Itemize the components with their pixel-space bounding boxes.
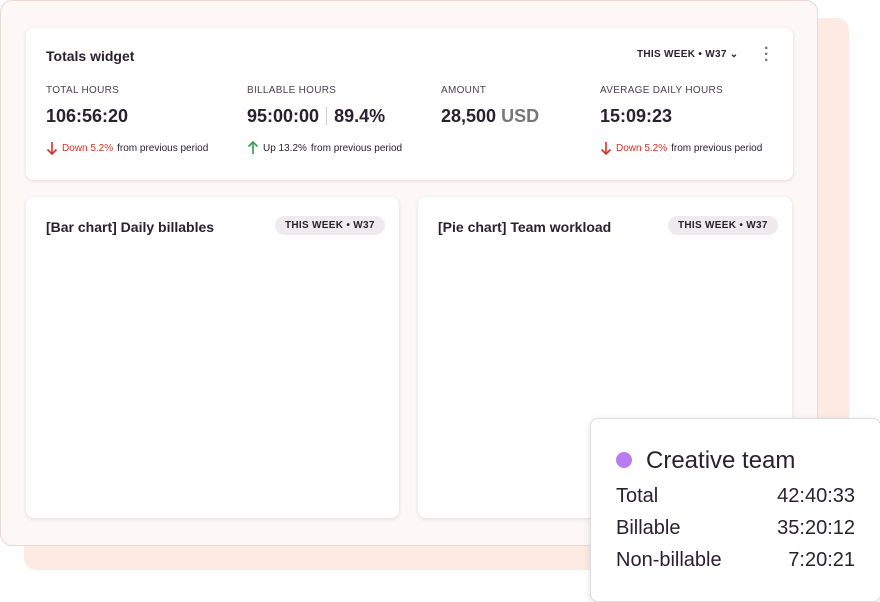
metric: TOTAL HOURS 106:56:20 0 h2 h4 h6 h8 h10 h8…	[46, 85, 236, 155]
metric-unit: USD	[501, 106, 540, 126]
totals-card: Totals widget THIS WEEK • W37 ⌄ · · · TOTA…	[26, 28, 793, 180]
change-text: from previous period	[310, 142, 403, 154]
metric-change: Down 5.2% from previous period	[600, 141, 790, 155]
tooltip-title: Creative team	[646, 447, 796, 474]
metric-value-row: 28,500 USD	[441, 106, 631, 127]
bar-card: [Bar chart] Daily billables THIS WEEK • …	[26, 197, 399, 518]
change-label: Up 13.2%	[263, 142, 307, 154]
period-badge: THIS WEEK • W37	[275, 216, 385, 235]
metric-value-row: 95:00:00 89.4%	[247, 106, 437, 127]
tooltip: Creative team Total 42:40:33 Billable 35:20…	[590, 418, 880, 602]
change-text: from previous period	[671, 142, 763, 154]
period-badge: THIS WEEK • W37	[668, 216, 778, 235]
change-label: Down 5.2%	[616, 142, 668, 154]
row-label: Billable	[616, 517, 681, 539]
period: THIS WEEK • W37	[637, 49, 727, 60]
arrow-icon	[600, 142, 612, 155]
metric-change: Up 13.2% from previous period	[247, 141, 437, 155]
arrow-icon	[247, 141, 259, 154]
row-value: 35:20:12	[777, 517, 855, 539]
period-select[interactable]: THIS WEEK • W37 ⌄	[637, 49, 739, 60]
metric-label: AMOUNT	[441, 85, 487, 96]
metric-value-row: 15:09:23	[600, 106, 790, 127]
metric-change: 0 h2 h4 h6 h8 h10 h8:00Mon10/1010:00Tue1…	[46, 141, 236, 155]
metric-value-row: 106:56:20	[46, 106, 236, 127]
metric: BILLABLE HOURS 95:00:00 89.4% Up 13.2% from …	[247, 85, 437, 155]
change-text: from previous period	[117, 142, 209, 154]
metric: AVERAGE DAILY HOURS 15:09:23 Down 5.2% from…	[600, 85, 790, 155]
metric-value: 95:00:00	[247, 106, 320, 126]
metric-value: 15:09:23	[600, 106, 673, 126]
change-label: Down 5.2%	[62, 142, 114, 154]
metric-value: 89.4%	[334, 106, 386, 126]
metric-value: 106:56:20	[46, 106, 129, 126]
metric-label: BILLABLE HOURS	[247, 85, 337, 96]
card-title: Totals widget	[46, 48, 135, 64]
row-label: Total	[616, 485, 659, 507]
row-value: 7:20:21	[788, 549, 855, 571]
legend-dot	[616, 452, 632, 468]
metric-label: AVERAGE DAILY HOURS	[600, 85, 723, 96]
card-title: [Bar chart] Daily billables	[46, 219, 215, 235]
metric-value: 28,500	[441, 106, 497, 126]
metric: AMOUNT 28,500 USD	[441, 85, 631, 127]
card-title: [Pie chart] Team workload	[438, 219, 612, 235]
row-label: Non-billable	[616, 549, 722, 571]
metric-label: TOTAL HOURS	[46, 85, 120, 96]
row-value: 42:40:33	[777, 485, 855, 507]
arrow-icon: 0 h2 h4 h6 h8 h10 h8:00Mon10/1010:00Tue1…	[46, 142, 58, 155]
divider	[326, 107, 328, 125]
menu-button[interactable]: · · ·	[764, 40, 770, 69]
